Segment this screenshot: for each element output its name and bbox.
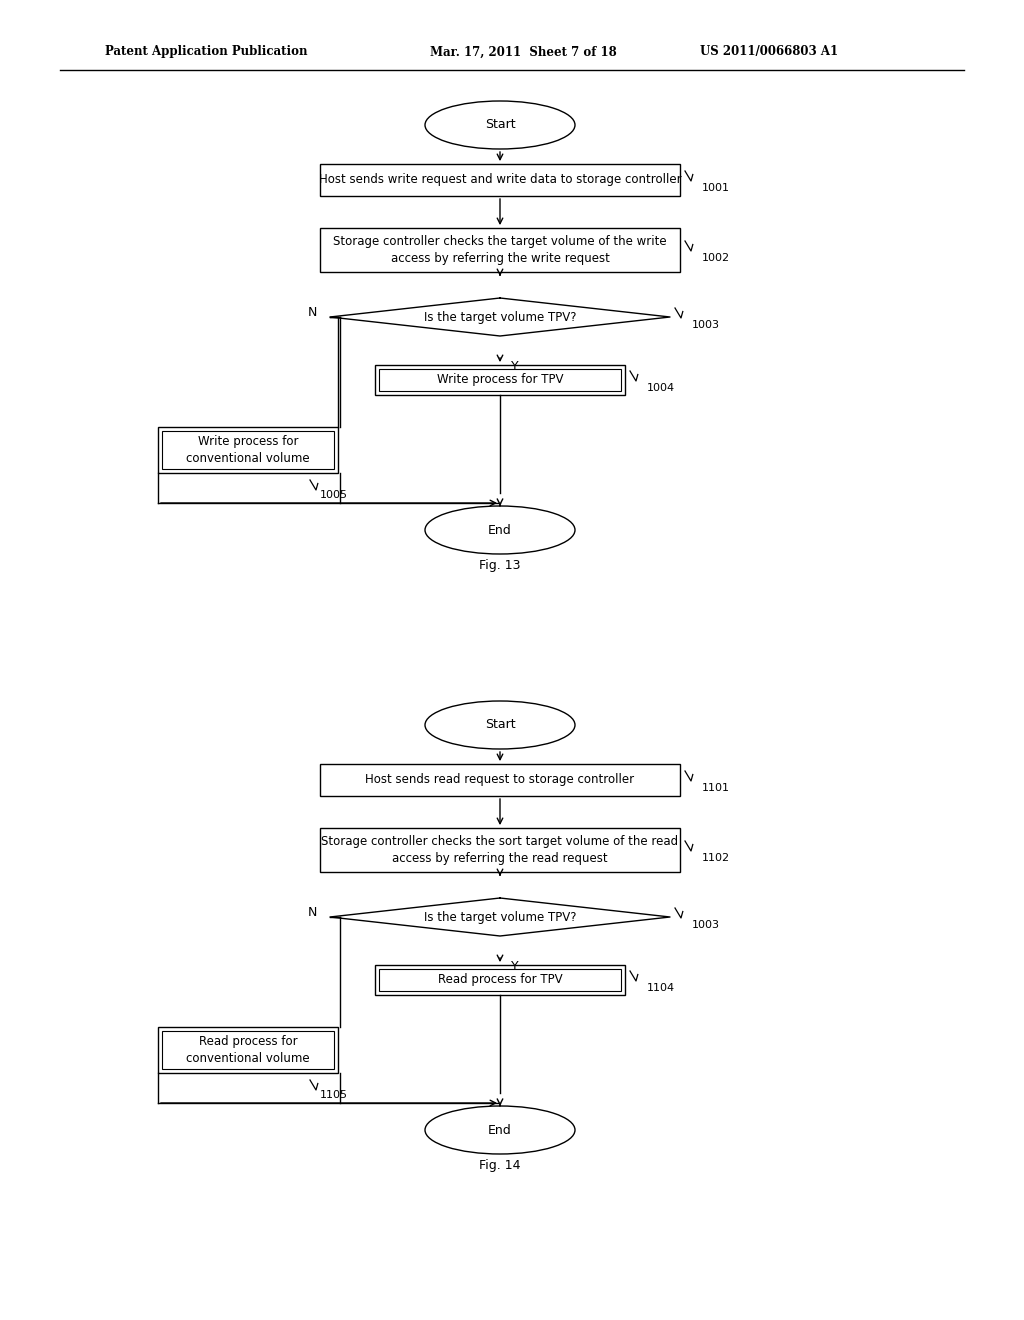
Bar bbox=[319, 164, 680, 195]
Bar bbox=[162, 432, 334, 469]
Text: 1105: 1105 bbox=[319, 1090, 348, 1100]
Text: Fig. 14: Fig. 14 bbox=[479, 1159, 521, 1172]
Bar bbox=[158, 426, 338, 473]
Bar bbox=[379, 969, 621, 991]
Text: Read process for
conventional volume: Read process for conventional volume bbox=[186, 1035, 310, 1065]
Text: Host sends read request to storage controller: Host sends read request to storage contr… bbox=[366, 774, 635, 787]
Text: End: End bbox=[488, 524, 512, 536]
Bar bbox=[158, 1027, 338, 1073]
Text: Patent Application Publication: Patent Application Publication bbox=[105, 45, 307, 58]
Text: 1003: 1003 bbox=[692, 920, 720, 931]
Bar bbox=[319, 828, 680, 873]
Text: Is the target volume TPV?: Is the target volume TPV? bbox=[424, 310, 577, 323]
Text: Write process for TPV: Write process for TPV bbox=[437, 374, 563, 387]
Text: N: N bbox=[307, 907, 316, 920]
Text: Is the target volume TPV?: Is the target volume TPV? bbox=[424, 911, 577, 924]
Text: 1102: 1102 bbox=[702, 853, 730, 863]
Text: 1005: 1005 bbox=[319, 490, 348, 500]
Bar bbox=[375, 366, 625, 395]
Text: Storage controller checks the target volume of the write
access by referring the: Storage controller checks the target vol… bbox=[333, 235, 667, 265]
Text: 1002: 1002 bbox=[702, 253, 730, 263]
Text: Start: Start bbox=[484, 718, 515, 731]
Text: 1104: 1104 bbox=[647, 983, 675, 993]
Text: N: N bbox=[307, 306, 316, 319]
Bar bbox=[162, 1031, 334, 1069]
Bar bbox=[375, 965, 625, 995]
Text: Storage controller checks the sort target volume of the read
access by referring: Storage controller checks the sort targe… bbox=[322, 836, 679, 865]
Text: Y: Y bbox=[511, 961, 519, 974]
Bar bbox=[379, 370, 621, 391]
Text: Write process for
conventional volume: Write process for conventional volume bbox=[186, 436, 310, 465]
Text: Host sends write request and write data to storage controller: Host sends write request and write data … bbox=[318, 173, 681, 186]
Text: End: End bbox=[488, 1123, 512, 1137]
Text: 1004: 1004 bbox=[647, 383, 675, 393]
Text: Fig. 13: Fig. 13 bbox=[479, 558, 521, 572]
Text: US 2011/0066803 A1: US 2011/0066803 A1 bbox=[700, 45, 838, 58]
Bar bbox=[319, 764, 680, 796]
Text: Start: Start bbox=[484, 119, 515, 132]
Text: 1101: 1101 bbox=[702, 783, 730, 793]
Text: 1003: 1003 bbox=[692, 319, 720, 330]
Text: Y: Y bbox=[511, 360, 519, 374]
Text: Read process for TPV: Read process for TPV bbox=[437, 974, 562, 986]
Text: Mar. 17, 2011  Sheet 7 of 18: Mar. 17, 2011 Sheet 7 of 18 bbox=[430, 45, 616, 58]
Text: 1001: 1001 bbox=[702, 183, 730, 193]
Bar bbox=[319, 228, 680, 272]
